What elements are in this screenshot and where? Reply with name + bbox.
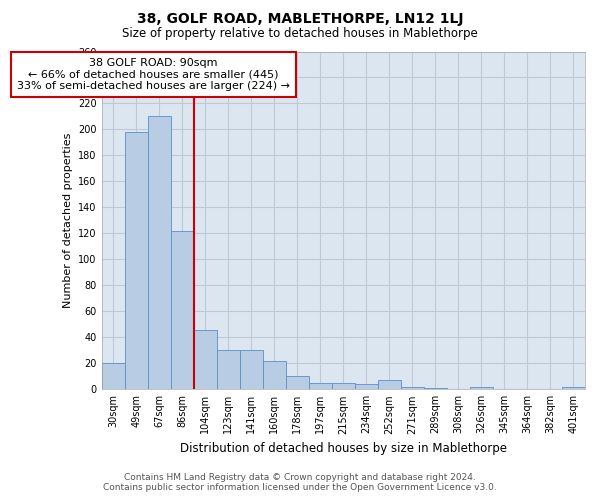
Bar — [562, 386, 585, 390]
Text: 38, GOLF ROAD, MABLETHORPE, LN12 1LJ: 38, GOLF ROAD, MABLETHORPE, LN12 1LJ — [137, 12, 463, 26]
Bar — [401, 386, 424, 390]
Bar — [217, 350, 240, 390]
Bar — [309, 383, 332, 390]
Bar — [125, 132, 148, 390]
Bar — [332, 383, 355, 390]
Bar — [240, 350, 263, 390]
Bar — [378, 380, 401, 390]
Bar — [148, 116, 171, 390]
Bar — [171, 231, 194, 390]
Bar — [355, 384, 378, 390]
Y-axis label: Number of detached properties: Number of detached properties — [62, 132, 73, 308]
Bar — [263, 360, 286, 390]
Text: Contains HM Land Registry data © Crown copyright and database right 2024.
Contai: Contains HM Land Registry data © Crown c… — [103, 473, 497, 492]
Bar — [101, 364, 125, 390]
Bar — [470, 386, 493, 390]
X-axis label: Distribution of detached houses by size in Mablethorpe: Distribution of detached houses by size … — [180, 442, 507, 455]
Bar — [424, 388, 447, 390]
Text: Size of property relative to detached houses in Mablethorpe: Size of property relative to detached ho… — [122, 28, 478, 40]
Text: 38 GOLF ROAD: 90sqm
← 66% of detached houses are smaller (445)
33% of semi-detac: 38 GOLF ROAD: 90sqm ← 66% of detached ho… — [17, 58, 290, 91]
Bar — [194, 330, 217, 390]
Bar — [286, 376, 309, 390]
